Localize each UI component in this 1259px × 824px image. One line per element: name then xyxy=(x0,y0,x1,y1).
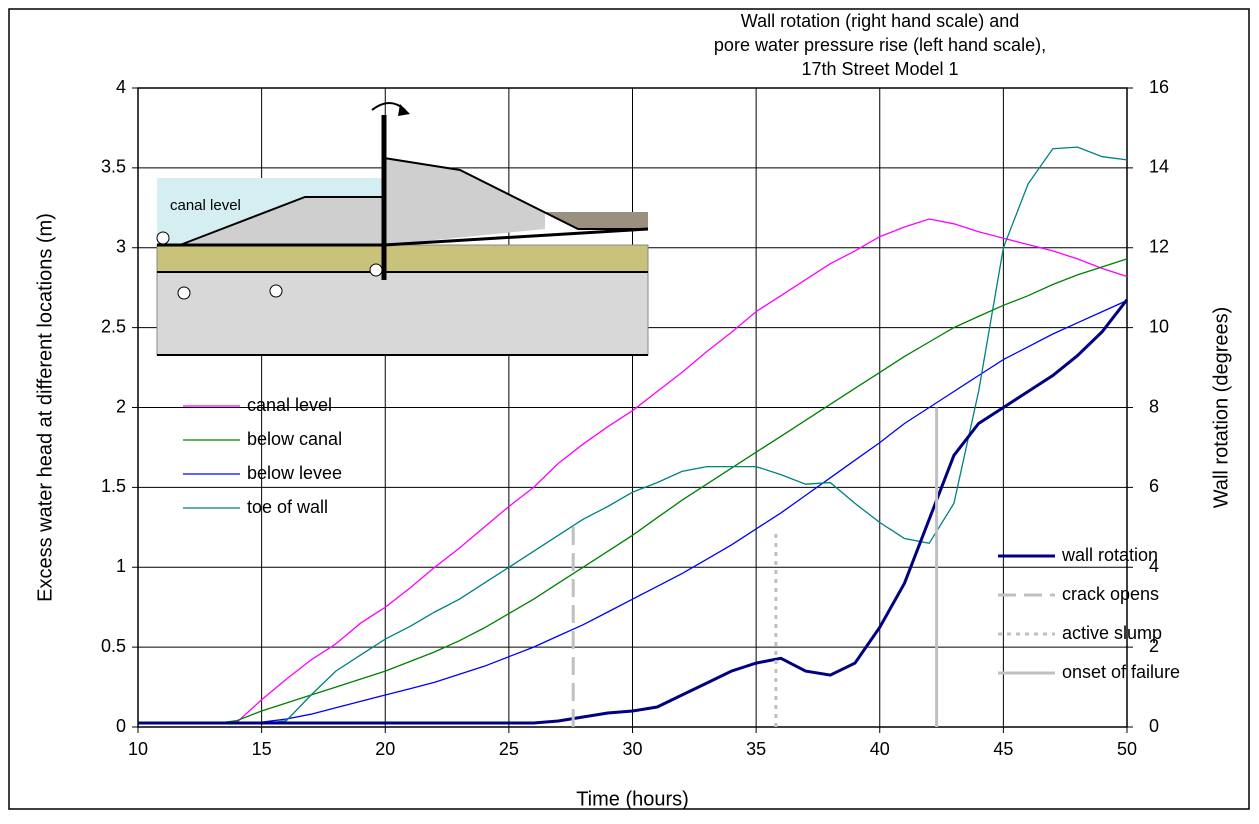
inset-diagram: canal level xyxy=(156,102,649,356)
y2-tick-label: 0 xyxy=(1149,716,1159,736)
series-line xyxy=(138,218,1128,725)
clay-layer xyxy=(156,244,649,273)
y2-axis-title: Wall rotation (degrees) xyxy=(1210,307,1232,509)
x-tick-label: 45 xyxy=(993,739,1013,759)
y-tick-label: 0 xyxy=(116,716,126,736)
x-tick-label: 10 xyxy=(128,739,148,759)
y2-tick-label: 8 xyxy=(1149,396,1159,416)
y-axis-title: Excess water head at different locations… xyxy=(34,213,56,602)
x-tick-label: 50 xyxy=(1117,739,1137,759)
sensor xyxy=(269,284,283,298)
series-line xyxy=(138,146,1128,725)
series-line xyxy=(138,298,1129,725)
levee-outline xyxy=(383,157,648,230)
sensor xyxy=(156,231,170,245)
y2-tick-label: 6 xyxy=(1149,476,1159,496)
legend-label: below canal xyxy=(247,429,342,449)
y-tick-label: 0.5 xyxy=(101,636,126,656)
legend-label: active slump xyxy=(1062,623,1162,643)
y-tick-label: 1.5 xyxy=(101,476,126,496)
legend-label: canal level xyxy=(247,395,332,415)
series-line xyxy=(138,258,1128,725)
sensor xyxy=(177,286,191,300)
soil-layer xyxy=(156,271,649,356)
legend-label: below levee xyxy=(247,463,342,483)
chart-title: 17th Street Model 1 xyxy=(801,59,958,79)
legend-label: onset of failure xyxy=(1062,662,1180,682)
y-tick-label: 3 xyxy=(116,237,126,257)
legend-label: wall rotation xyxy=(1061,545,1158,565)
legend-label: crack opens xyxy=(1062,584,1159,604)
y2-tick-label: 16 xyxy=(1149,77,1169,97)
chart-frame xyxy=(8,8,1250,810)
y-tick-label: 2 xyxy=(116,396,126,416)
y2-tick-label: 2 xyxy=(1149,636,1159,656)
chart-title: pore water pressure rise (left hand scal… xyxy=(714,35,1046,55)
layer-boundary xyxy=(383,227,649,247)
y-tick-label: 4 xyxy=(116,77,126,97)
x-tick-label: 20 xyxy=(375,739,395,759)
y-tick-label: 1 xyxy=(116,556,126,576)
rotation-arrow-head xyxy=(398,104,410,116)
y2-tick-label: 10 xyxy=(1149,316,1169,336)
legend-label: toe of wall xyxy=(247,497,328,517)
inset-label: canal level xyxy=(170,197,241,214)
x-tick-label: 35 xyxy=(746,739,766,759)
x-tick-label: 25 xyxy=(499,739,519,759)
y2-tick-label: 14 xyxy=(1149,157,1169,177)
chart-title: Wall rotation (right hand scale) and xyxy=(741,11,1019,31)
y-tick-label: 2.5 xyxy=(101,316,126,336)
x-axis-title: Time (hours) xyxy=(576,788,689,810)
x-tick-label: 30 xyxy=(622,739,642,759)
series-line xyxy=(138,299,1128,725)
y-tick-label: 3.5 xyxy=(101,157,126,177)
y2-tick-label: 4 xyxy=(1149,556,1159,576)
x-tick-label: 15 xyxy=(252,739,272,759)
y2-tick-label: 12 xyxy=(1149,237,1169,257)
sensor xyxy=(369,263,383,277)
x-tick-label: 40 xyxy=(870,739,890,759)
